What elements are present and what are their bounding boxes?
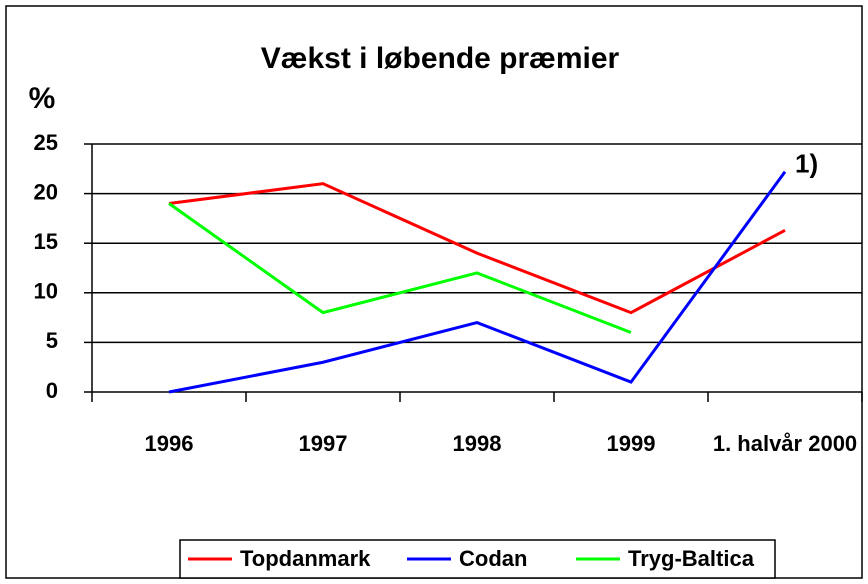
- x-tick-label: 1999: [607, 431, 656, 456]
- y-tick-label: 0: [46, 378, 58, 403]
- legend-label: Topdanmark: [240, 546, 371, 571]
- chart-border: [5, 5, 863, 579]
- series-line: [168, 202, 632, 334]
- y-tick-label: 5: [46, 328, 58, 353]
- chart-title: Vækst i løbende præmier: [261, 42, 620, 75]
- x-tick-label: 1996: [145, 431, 194, 456]
- y-tick-label: 25: [34, 130, 58, 155]
- x-tick-label: 1. halvår 2000: [713, 431, 857, 456]
- y-axis-label: %: [29, 82, 56, 115]
- y-tick-label: 20: [34, 179, 58, 204]
- annotation: 1): [795, 149, 818, 179]
- legend-label: Tryg-Baltica: [628, 546, 755, 571]
- x-tick-label: 1998: [453, 431, 502, 456]
- y-tick-label: 15: [34, 229, 58, 254]
- series-line: [168, 182, 786, 315]
- y-tick-label: 10: [34, 279, 58, 304]
- legend-label: Codan: [459, 546, 527, 571]
- series-line: [168, 170, 787, 394]
- x-tick-label: 1997: [299, 431, 348, 456]
- legend-box: [179, 539, 776, 579]
